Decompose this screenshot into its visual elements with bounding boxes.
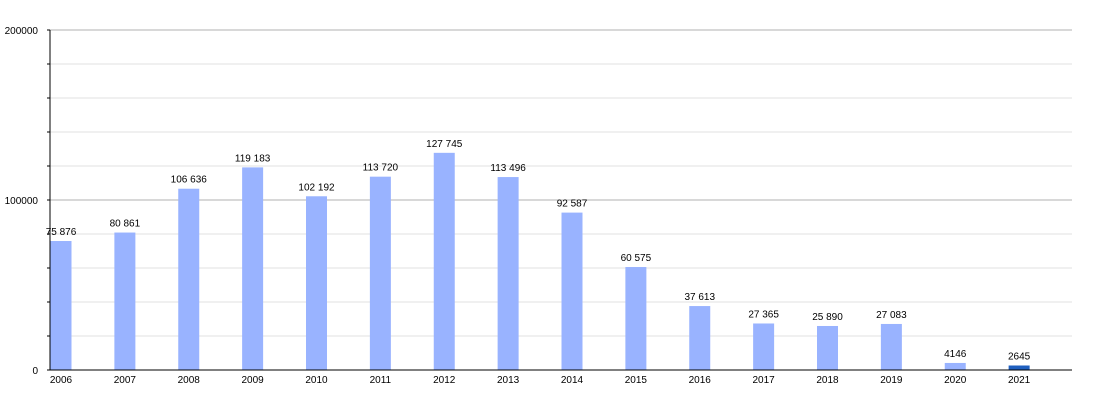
x-tick-label-2013: 2013 xyxy=(497,375,520,386)
data-label-2015: 60 575 xyxy=(621,253,652,264)
data-label-2018: 25 890 xyxy=(812,312,843,323)
data-label-2011: 113 720 xyxy=(363,163,399,174)
data-label-2016: 37 613 xyxy=(684,292,715,303)
x-tick-label-2012: 2012 xyxy=(433,375,456,386)
bar-2021 xyxy=(1008,365,1030,370)
data-label-2017: 27 365 xyxy=(748,309,779,320)
bar-2016 xyxy=(689,306,711,370)
x-tick-label-2016: 2016 xyxy=(689,375,712,386)
bar-2012 xyxy=(433,152,455,370)
x-tick-label-2006: 2006 xyxy=(50,375,73,386)
x-tick-label-2021: 2021 xyxy=(1008,375,1031,386)
axes xyxy=(47,29,1072,371)
bar-2013 xyxy=(497,177,519,370)
x-tick-label-2011: 2011 xyxy=(370,375,392,386)
data-label-2019: 27 083 xyxy=(876,310,907,321)
x-tick-label-2010: 2010 xyxy=(305,375,328,386)
bar-2006 xyxy=(50,241,72,370)
data-label-2021: 2645 xyxy=(1008,352,1031,363)
bars xyxy=(50,152,1030,370)
x-tick-label-2020: 2020 xyxy=(944,375,967,386)
bar-2007 xyxy=(114,232,136,370)
x-tick-label-2018: 2018 xyxy=(816,375,839,386)
y-tick-label-200000: 200000 xyxy=(5,26,39,37)
bar-2014 xyxy=(561,212,583,370)
data-label-2012: 127 745 xyxy=(426,139,463,150)
bar-2008 xyxy=(178,188,200,370)
bar-2009 xyxy=(242,167,264,370)
bar-2019 xyxy=(880,323,902,370)
data-label-2020: 4146 xyxy=(944,349,967,360)
data-labels: 75 876 80 861 106 636 119 183 102 192 113 720… xyxy=(46,139,1031,363)
data-label-2013: 113 496 xyxy=(490,163,526,174)
y-tick-label-100000: 100000 xyxy=(5,196,39,207)
data-label-2007: 80 861 xyxy=(110,219,141,230)
data-label-2014: 92 587 xyxy=(557,199,588,210)
y-axis-ticks: 0 100000 200000 xyxy=(5,26,39,377)
bar-2017 xyxy=(753,323,775,370)
x-tick-label-2017: 2017 xyxy=(753,375,776,386)
x-tick-label-2008: 2008 xyxy=(178,375,201,386)
x-tick-label-2009: 2009 xyxy=(242,375,265,386)
bar-2015 xyxy=(625,267,647,370)
x-tick-label-2014: 2014 xyxy=(561,375,584,386)
data-label-2006: 75 876 xyxy=(46,227,77,238)
x-tick-label-2019: 2019 xyxy=(880,375,903,386)
bar-2010 xyxy=(306,196,327,370)
data-label-2008: 106 636 xyxy=(171,175,208,186)
x-tick-label-2015: 2015 xyxy=(625,375,648,386)
x-axis-ticks: 2006 2007 2008 2009 2010 2011 2012 2013 2014 2015… xyxy=(50,375,1031,386)
data-label-2009: 119 183 xyxy=(235,153,271,164)
y-tick-label-0: 0 xyxy=(32,366,38,377)
gridlines xyxy=(50,29,1072,337)
bar-2018 xyxy=(817,325,838,370)
x-tick-label-2007: 2007 xyxy=(114,375,137,386)
bar-2011 xyxy=(369,176,391,370)
data-label-2010: 102 192 xyxy=(298,182,335,193)
bar-2020 xyxy=(944,362,966,370)
